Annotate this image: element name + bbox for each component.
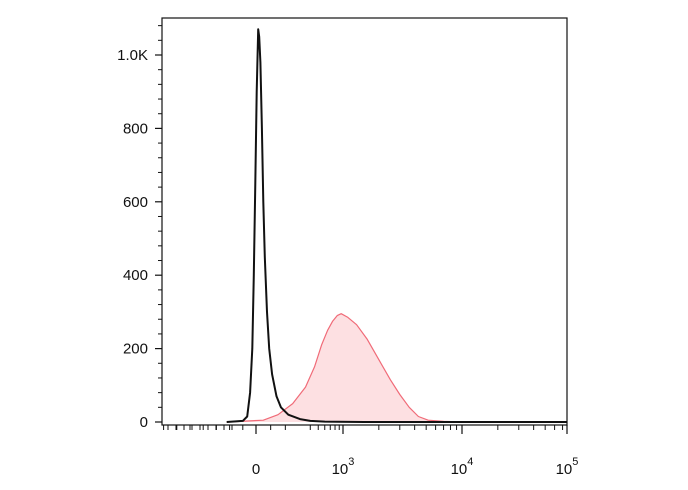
- x-tick-label: 0: [252, 461, 260, 478]
- y-tick-label: 800: [123, 120, 148, 137]
- y-tick-label: 200: [123, 341, 148, 358]
- x-tick-label: 105: [556, 456, 579, 478]
- series-0-fill: [226, 313, 567, 422]
- y-tick-label: 600: [123, 194, 148, 211]
- tick-label-layer: 0 200 400 600 800 1.0K 0 103 104 105: [117, 47, 578, 478]
- series-0-line: [226, 313, 567, 423]
- x-tick-label: 103: [332, 456, 355, 478]
- y-tick-label: 0: [140, 414, 148, 431]
- axis-layer: [155, 25, 568, 434]
- y-tick-label: 400: [123, 267, 148, 284]
- x-tick-label: 104: [451, 456, 474, 478]
- series-layer: [226, 28, 567, 423]
- series-1-line: [226, 28, 567, 423]
- y-tick-label: 1.0K: [117, 47, 148, 64]
- plot-frame: [161, 17, 568, 426]
